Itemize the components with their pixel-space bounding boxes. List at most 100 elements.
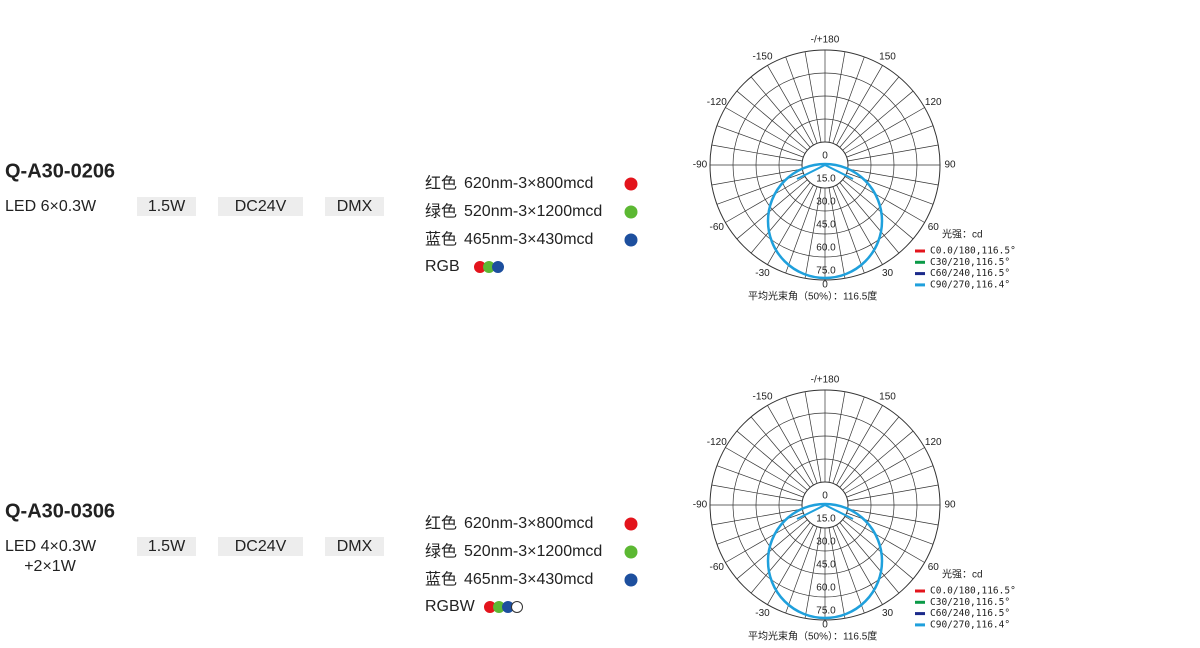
- model: Q-A30-0206: [5, 160, 115, 182]
- angle-label: 90: [944, 500, 956, 511]
- color-dot: [624, 573, 638, 587]
- spec-control: DMX: [337, 538, 373, 555]
- color-spec: 620nm-3×800mcd: [464, 515, 593, 532]
- color-dot: [624, 205, 638, 219]
- angle-label: -/+180: [811, 35, 840, 46]
- legend-swatch: [915, 623, 925, 627]
- angle-label: 90: [944, 160, 956, 171]
- spec-box: [325, 197, 384, 216]
- color-name: 蓝色: [425, 570, 457, 589]
- legend-swatch: [915, 272, 925, 276]
- spec-voltage: DC24V: [235, 198, 287, 215]
- color-spec: 520nm-3×1200mcd: [464, 543, 602, 560]
- angle-label: -150: [752, 51, 772, 62]
- angle-label: -90: [693, 500, 708, 511]
- spec-box: [218, 197, 303, 216]
- ring-label: 15.0: [816, 174, 836, 185]
- legend-swatch: [915, 283, 925, 287]
- legend-entry: C30/210,116.5°: [930, 597, 1010, 608]
- angle-label: 150: [879, 391, 896, 402]
- ring: [801, 141, 849, 189]
- ring: [778, 118, 872, 212]
- color-dot: [624, 545, 638, 559]
- led-spec: LED 6×0.3W: [5, 198, 97, 215]
- ring: [755, 435, 895, 575]
- caption: 平均光束角（50%）：116.5度: [748, 630, 877, 643]
- angle-label: -60: [710, 222, 725, 233]
- ring-label: 60.0: [816, 583, 836, 594]
- angle-label: -150: [752, 391, 772, 402]
- angle-label: 120: [925, 437, 942, 448]
- ring-label: 30.0: [816, 197, 836, 208]
- intensity-center: [796, 503, 854, 520]
- center-label: 0: [822, 491, 828, 502]
- color-dot: [624, 233, 638, 247]
- angle-label: -/+180: [811, 375, 840, 386]
- mix: RGB: [425, 258, 460, 275]
- legend-entry: C90/270,116.4°: [930, 619, 1010, 630]
- spec-power: 1.5W: [148, 538, 186, 555]
- angle-label: 30: [882, 268, 894, 279]
- legend-entry: C60/240,116.5°: [930, 608, 1010, 619]
- color-dot: [624, 517, 638, 531]
- led-spec: LED 4×0.3W: [5, 538, 97, 555]
- legend-swatch: [915, 589, 925, 593]
- ring-label: 45.0: [816, 560, 836, 571]
- spec-voltage: DC24V: [235, 538, 287, 555]
- angle-label: -30: [755, 268, 770, 279]
- color-name: 红色: [425, 514, 457, 533]
- color-name: 红色: [425, 174, 457, 193]
- ring-label: 75.0: [816, 606, 836, 617]
- spec-control: DMX: [337, 198, 373, 215]
- legend-entry: C0.0/180,116.5°: [930, 246, 1016, 257]
- led-spec: +2×1W: [24, 558, 76, 575]
- legend-swatch: [915, 600, 925, 604]
- angle-label: 0: [822, 620, 828, 631]
- legend-entry: C60/240,116.5°: [930, 268, 1010, 279]
- legend-swatch: [915, 249, 925, 253]
- spec-box: [137, 197, 196, 216]
- color-spec: 465nm-3×430mcd: [464, 571, 593, 588]
- model: Q-A30-0306: [5, 500, 115, 522]
- legend-entry: C90/270,116.4°: [930, 279, 1010, 290]
- spec-box: [137, 537, 196, 556]
- color-name: 绿色: [425, 202, 457, 221]
- legend-entry: C30/210,116.5°: [930, 257, 1010, 268]
- ring-label: 75.0: [816, 266, 836, 277]
- legend-swatch: [915, 612, 925, 616]
- angle-label: -90: [693, 160, 708, 171]
- ring-label: 45.0: [816, 220, 836, 231]
- unit: 光强：cd: [942, 228, 983, 241]
- angle-label: 120: [925, 97, 942, 108]
- angle-label: 60: [928, 222, 940, 233]
- spec-box: [218, 537, 303, 556]
- ring: [801, 481, 849, 529]
- angle-label: 30: [882, 608, 894, 619]
- spec-box: [325, 537, 384, 556]
- angle-label: -120: [707, 437, 727, 448]
- caption: 平均光束角（50%）：116.5度: [748, 290, 877, 303]
- spec-power: 1.5W: [148, 198, 186, 215]
- color-spec: 520nm-3×1200mcd: [464, 203, 602, 220]
- ring: [732, 412, 918, 598]
- color-spec: 465nm-3×430mcd: [464, 231, 593, 248]
- angle-label: -120: [707, 97, 727, 108]
- polar-grid: [709, 49, 941, 281]
- color-name: 蓝色: [425, 230, 457, 249]
- legend-entry: C0.0/180,116.5°: [930, 586, 1016, 597]
- ring-label: 30.0: [816, 537, 836, 548]
- ring: [709, 49, 941, 281]
- color-spec: 620nm-3×800mcd: [464, 175, 593, 192]
- angle-label: 0: [822, 280, 828, 291]
- legend-swatch: [915, 260, 925, 264]
- unit: 光强：cd: [942, 568, 983, 581]
- ring: [755, 95, 895, 235]
- polar-grid: [709, 389, 941, 621]
- ring: [778, 458, 872, 552]
- angle-label: -30: [755, 608, 770, 619]
- ring-label: 15.0: [816, 514, 836, 525]
- color-dot: [624, 177, 638, 191]
- angle-label: -60: [710, 562, 725, 573]
- mix: RGBW: [425, 598, 476, 615]
